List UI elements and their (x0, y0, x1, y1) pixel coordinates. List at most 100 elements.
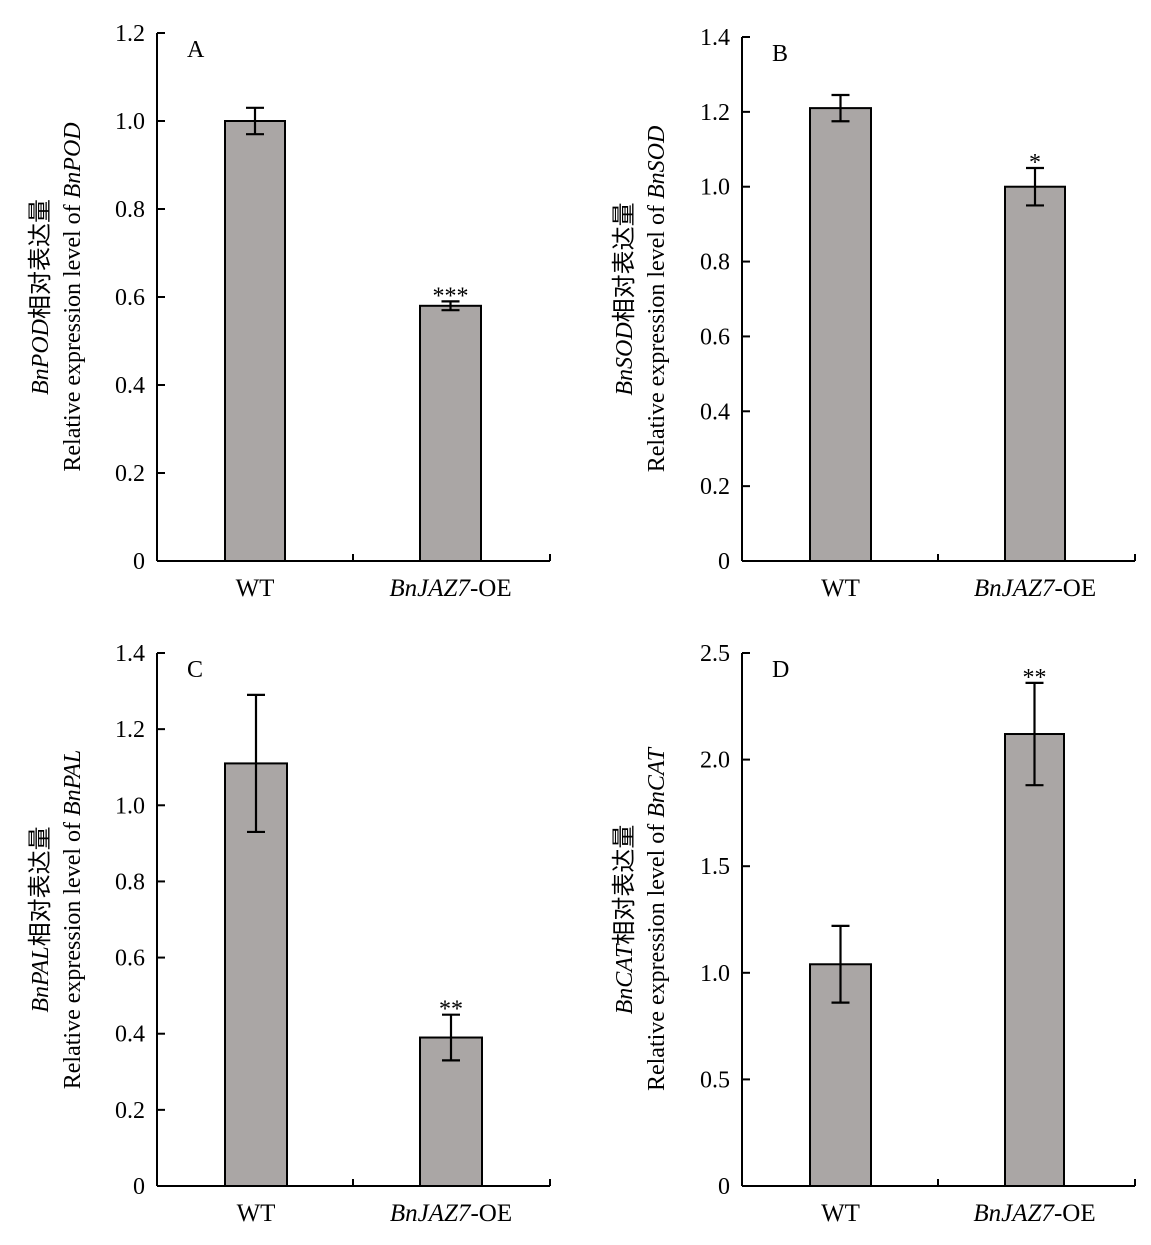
bar (224, 120, 286, 562)
bar (1004, 733, 1065, 1187)
y-tick-label: 1.5 (700, 854, 730, 880)
panel-label: A (187, 37, 205, 63)
y-tick-label: 0.6 (115, 285, 145, 311)
error-bar (246, 106, 264, 136)
ylabel-chinese-text: 相对表达量 (611, 202, 638, 322)
ylabel-gene-name: BnSOD (612, 322, 638, 395)
y-tick-label: 0.5 (700, 1067, 730, 1093)
error-bar (831, 924, 850, 1004)
y-tick-label: 1.2 (115, 21, 145, 47)
ylabel-chinese-text: 相对表达量 (27, 826, 54, 946)
category-gene-name: BnJAZ7 (974, 575, 1056, 602)
y-tick-label: 0.2 (700, 474, 730, 500)
x-category-label: WT (821, 1200, 860, 1227)
y-tick-label: 0.8 (115, 197, 145, 223)
y-axis-label-chinese: BnCAT相对表达量 (611, 825, 638, 1015)
y-axis-label-chinese: BnPAL相对表达量 (27, 826, 54, 1012)
y-tick-label: 2.0 (700, 748, 730, 774)
error-bar (247, 693, 265, 834)
panel-label: D (772, 657, 789, 683)
ylabel-gene-name: BnCAT (644, 746, 670, 817)
error-bar (1025, 681, 1044, 787)
bar (419, 1036, 483, 1188)
y-tick-label: 1.0 (700, 175, 730, 201)
chart-panel-b: 0 0.2 0.4 0.6 0.8 1.0 1.2 1.4 B WT * BnJAZ7-OE BnSOD… (611, 25, 1136, 602)
category-text: WT (821, 1200, 860, 1227)
y-tick-label: 0.2 (115, 1098, 145, 1124)
category-suffix: -OE (470, 1200, 512, 1227)
significance-label: ** (1023, 665, 1047, 691)
ylabel-english-text: Relative expression level of (644, 818, 670, 1091)
y-axis-label-chinese: BnSOD相对表达量 (611, 202, 638, 395)
panel-label: B (772, 41, 788, 67)
y-axis-label-english: Relative expression level of BnCAT (644, 746, 670, 1091)
significance-label: * (1029, 150, 1041, 176)
chart-panel-c: 0 0.2 0.4 0.6 0.8 1.0 1.2 1.4 C WT ** BnJAZ7-OE BnPA… (27, 641, 551, 1227)
y-tick-label: 0.4 (115, 1022, 145, 1048)
chart-panel-d: 0 0.5 1.0 1.5 2.0 2.5 D WT ** BnJAZ7-OE BnCAT相对表达量… (611, 641, 1136, 1227)
chart-panel-a: 0 0.2 0.4 0.6 0.8 1.0 1.2 A WT *** BnJAZ7-OE BnPOD相… (27, 21, 551, 602)
bar (809, 107, 872, 562)
y-tick-label: 0.8 (115, 869, 145, 895)
y-axis-label-english: Relative expression level of BnPOD (60, 122, 86, 471)
y-tick-label: 0.4 (115, 373, 145, 399)
y-tick-label: 1.2 (115, 717, 145, 743)
ylabel-english-text: Relative expression level of (60, 816, 86, 1089)
y-tick-label: 1.4 (115, 641, 145, 667)
y-axis-label-english: Relative expression level of BnSOD (644, 126, 670, 473)
x-category-label: BnJAZ7-OE (973, 1200, 1095, 1227)
error-bar (831, 93, 850, 123)
y-tick-label: 0.6 (115, 946, 145, 972)
y-tick-label: 2.5 (700, 641, 730, 667)
ylabel-gene-name: BnPOD (60, 122, 86, 198)
y-tick-label: 0.4 (700, 399, 730, 425)
y-axis-label-chinese: BnPOD相对表达量 (27, 199, 54, 395)
category-gene-name: BnJAZ7 (390, 1200, 472, 1227)
ylabel-english-text: Relative expression level of (644, 199, 670, 472)
ylabel-chinese-text: 相对表达量 (27, 199, 54, 319)
x-category-label: BnJAZ7-OE (389, 575, 511, 602)
y-tick-label: 0 (718, 1174, 730, 1200)
bar (419, 304, 482, 562)
category-text: WT (236, 575, 275, 602)
significance-label: ** (439, 997, 463, 1023)
error-bar (442, 1013, 460, 1062)
y-tick-label: 1.0 (115, 109, 145, 135)
category-suffix: -OE (1054, 1200, 1096, 1227)
x-category-label: BnJAZ7-OE (974, 575, 1096, 602)
category-text: WT (237, 1200, 276, 1227)
y-tick-label: 1.0 (115, 793, 145, 819)
y-axis-label-english: Relative expression level of BnPAL (60, 750, 86, 1089)
x-category-label: BnJAZ7-OE (390, 1200, 512, 1227)
bar (1004, 185, 1066, 562)
category-gene-name: BnJAZ7 (389, 575, 471, 602)
x-category-label: WT (237, 1200, 276, 1227)
y-tick-label: 0.2 (115, 461, 145, 487)
y-tick-label: 1.4 (700, 25, 730, 51)
ylabel-gene-name: BnSOD (644, 126, 670, 199)
category-suffix: -OE (470, 575, 512, 602)
panel-label: C (187, 657, 203, 683)
ylabel-gene-name: BnCAT (612, 943, 638, 1014)
error-bar (1026, 166, 1044, 207)
ylabel-gene-name: BnPAL (28, 946, 54, 1012)
ylabel-gene-name: BnPOD (28, 319, 54, 395)
significance-label: *** (433, 283, 469, 309)
x-category-label: WT (236, 575, 275, 602)
y-tick-label: 1.2 (700, 100, 730, 126)
bar (224, 762, 288, 1188)
category-suffix: -OE (1054, 575, 1096, 602)
x-category-label: WT (821, 575, 860, 602)
ylabel-gene-name: BnPAL (60, 750, 86, 816)
y-tick-label: 1.0 (700, 961, 730, 987)
ylabel-chinese-text: 相对表达量 (611, 825, 638, 945)
y-tick-label: 0 (133, 549, 145, 575)
category-gene-name: BnJAZ7 (973, 1200, 1055, 1227)
y-tick-label: 0.6 (700, 324, 730, 350)
y-tick-label: 0.8 (700, 250, 730, 276)
error-bar (441, 300, 460, 312)
y-tick-label: 0 (133, 1174, 145, 1200)
y-tick-label: 0 (718, 549, 730, 575)
category-text: WT (821, 575, 860, 602)
